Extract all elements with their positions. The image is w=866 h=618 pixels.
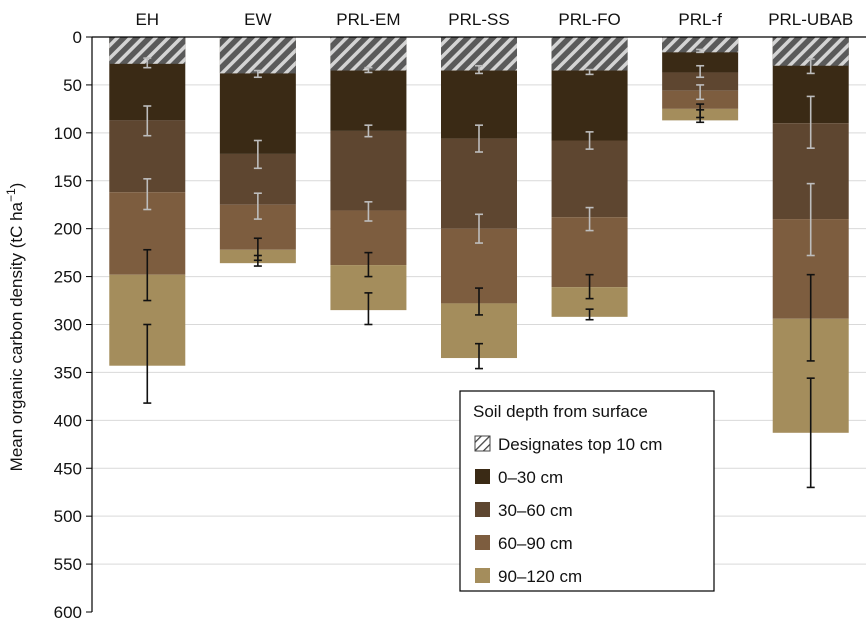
y-tick-label: 400 — [54, 411, 82, 430]
category-label: EW — [244, 10, 271, 29]
top10-hatch — [662, 37, 739, 53]
bar-segment — [330, 130, 407, 211]
y-tick-label: 550 — [54, 555, 82, 574]
legend-swatch-hatch — [474, 435, 491, 452]
top10-hatch — [219, 37, 296, 74]
legend-label: 30–60 cm — [498, 501, 573, 520]
y-tick-label: 0 — [73, 28, 82, 47]
legend-label: 0–30 cm — [498, 468, 563, 487]
category-label: PRL-UBAB — [768, 10, 853, 29]
category-label: PRL-f — [678, 10, 722, 29]
y-tick-label: 350 — [54, 363, 82, 382]
legend-label: Designates top 10 cm — [498, 435, 662, 454]
y-tick-label: 250 — [54, 268, 82, 287]
y-tick-label: 300 — [54, 316, 82, 335]
legend-swatch — [475, 502, 490, 517]
axes — [86, 36, 866, 613]
category-labels: EH EW PRL-EM PRL-SS PRL-FO PRL-f PRL-UBAB — [135, 10, 853, 29]
top10-hatch — [330, 37, 407, 71]
y-tick-labels: 0 50 100 150 200 250 300 350 400 450 500 550 600 — [54, 28, 82, 618]
y-tick-label: 150 — [54, 172, 82, 191]
legend-swatch — [475, 469, 490, 484]
legend-swatch — [475, 535, 490, 550]
category-label: EH — [135, 10, 159, 29]
y-tick-label: 200 — [54, 220, 82, 239]
top10-hatch — [551, 37, 628, 71]
bar-segment — [662, 72, 739, 91]
legend-box — [459, 390, 715, 592]
error-bars — [143, 48, 815, 489]
category-label: PRL-FO — [558, 10, 620, 29]
bar-segment — [551, 140, 628, 218]
legend-swatch — [475, 568, 490, 583]
legend-label: 90–120 cm — [498, 567, 582, 586]
y-tick-label: 100 — [54, 124, 82, 143]
legend-label: 60–90 cm — [498, 534, 573, 553]
y-axis-title: Mean organic carbon density (tC ha−1) — [4, 183, 26, 472]
category-label: PRL-EM — [336, 10, 400, 29]
y-tick-label: 450 — [54, 459, 82, 478]
y-tick-label: 500 — [54, 507, 82, 526]
legend-title: Soil depth from surface — [473, 402, 648, 421]
y-tick-label: 50 — [63, 76, 82, 95]
category-label: PRL-SS — [448, 10, 509, 29]
y-tick-label: 600 — [54, 603, 82, 618]
legend: Soil depth from surface Designates top 10… — [459, 390, 715, 592]
